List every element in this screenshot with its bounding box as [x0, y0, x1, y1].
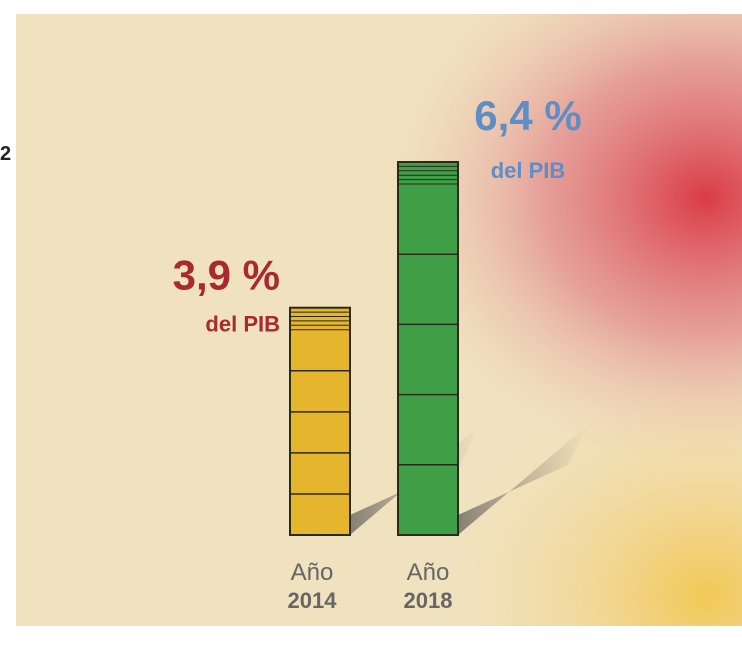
value-label: 6,4 %	[474, 92, 581, 139]
category-label: Año	[291, 559, 334, 586]
value-subtitle: del PIB	[205, 312, 280, 337]
bar	[290, 308, 350, 535]
category-label: Año	[407, 559, 450, 586]
yellow-splash	[16, 14, 742, 626]
value-label: 3,9 %	[173, 252, 280, 299]
infographic: 2 3,9 %del PIBAño20146,4 %del PIBAño2018	[0, 0, 742, 653]
side-label: 2	[0, 143, 11, 165]
bar	[398, 162, 458, 535]
category-label: 2018	[404, 588, 453, 613]
value-subtitle: del PIB	[491, 158, 566, 183]
category-label: 2014	[288, 588, 338, 613]
